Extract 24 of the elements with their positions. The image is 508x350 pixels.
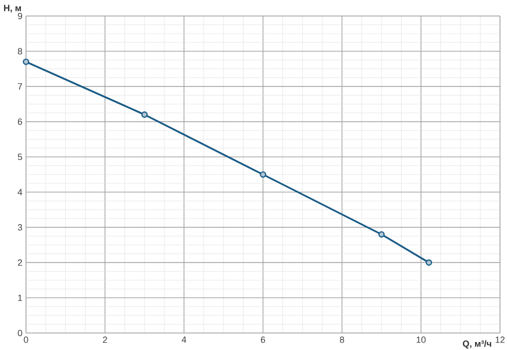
x-tick-label: 0 [24, 336, 28, 343]
y-axis-title: H, м [4, 4, 21, 12]
y-tick-label: 3 [18, 224, 22, 231]
y-tick-label: 9 [18, 12, 22, 20]
y-tick-label: 0 [18, 330, 22, 336]
y-tick-label: 8 [18, 48, 22, 54]
y-tick-label: 1 [18, 294, 22, 301]
point [260, 171, 266, 178]
point [141, 111, 148, 118]
y-tick-label: 4 [18, 189, 22, 196]
y-tick-label: 2 [18, 259, 22, 266]
y-tick-label: 7 [18, 83, 22, 90]
x-axis-title: Q, м³/ч [462, 340, 492, 348]
y-tick-label: 5 [18, 154, 22, 160]
x-tick-label: 2 [102, 336, 108, 343]
x-tick-label: 12 [496, 336, 505, 343]
point [378, 231, 385, 238]
y-tick-label: 6 [18, 118, 22, 125]
point [426, 259, 432, 266]
x-tick-label: 6 [260, 336, 266, 343]
x-tick-label: 10 [416, 336, 426, 343]
x-tick-label: 8 [340, 336, 344, 343]
point [22, 58, 30, 65]
x-tick-label: 4 [182, 336, 186, 343]
